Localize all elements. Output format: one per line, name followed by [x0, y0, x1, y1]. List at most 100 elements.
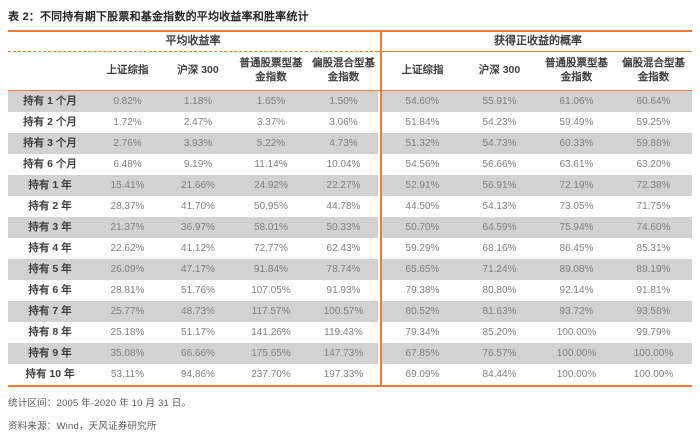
row-period-label: 持有 1 个月 — [8, 91, 92, 112]
avg-return-value: 72.77% — [254, 243, 288, 254]
avg-return-value: 50.33% — [309, 217, 378, 238]
table-row: 持有 2 年 28.37% 41.70% 50.95% 44.78% 44.50% 54.1… — [8, 196, 692, 217]
group-divider — [378, 112, 384, 133]
avg-return-value: 47.17% — [163, 259, 233, 280]
win-rate-value: 91.81% — [636, 285, 671, 296]
avg-return-value: 50.95% — [254, 201, 288, 212]
group-divider — [378, 217, 384, 238]
avg-return-value: 10.04% — [326, 159, 361, 170]
win-rate-value: 55.91% — [461, 91, 538, 112]
avg-return-value: 51.17% — [181, 327, 215, 338]
win-rate-value: 52.91% — [384, 175, 461, 196]
win-rate-value: 69.09% — [405, 369, 440, 380]
group-divider — [378, 196, 384, 217]
row-period-label: 持有 3 个月 — [8, 133, 92, 154]
win-rate-value: 54.73% — [461, 133, 538, 154]
win-rate-value: 71.75% — [636, 201, 671, 212]
win-rate-value: 81.63% — [461, 301, 538, 322]
avg-return-value: 3.06% — [329, 117, 358, 128]
avg-return-value: 1.65% — [233, 91, 309, 112]
avg-return-value: 48.73% — [163, 301, 233, 322]
column-header-blank — [8, 52, 92, 90]
table-row: 持有 5 年 26.09% 47.17% 91.84% 78.74% 65.65% 71.2… — [8, 259, 692, 280]
table-row: 持有 2 个月 1.72% 2.47% 3.37% 3.06% 51.84% 54.23% 5… — [8, 112, 692, 133]
win-rate-value: 68.16% — [482, 243, 517, 254]
avg-return-value: 2.76% — [92, 133, 163, 154]
row-period-label: 持有 4 年 — [28, 242, 72, 254]
footnote-statistics-period: 统计区间：2005 年-2020 年 10 月 31 日。 — [8, 398, 192, 409]
win-rate-value: 72.19% — [538, 175, 615, 196]
avg-return-value: 5.22% — [233, 133, 309, 154]
win-rate-value: 71.24% — [461, 259, 538, 280]
avg-return-value: 44.78% — [326, 201, 361, 212]
win-rate-value: 100.00% — [615, 343, 692, 364]
group-header-average-return: 平均收益率 — [8, 32, 378, 52]
avg-return-value: 9.19% — [183, 159, 213, 170]
win-rate-value: 51.32% — [384, 133, 461, 154]
column-header-csi300: 沪深 300 — [177, 64, 219, 77]
avg-return-value: 21.37% — [92, 217, 163, 238]
avg-return-value: 107.05% — [251, 285, 291, 296]
table-row: 持有 3 个月 2.76% 3.93% 5.22% 4.73% 51.32% 54.73% 6… — [8, 133, 692, 154]
avg-return-value: 119.43% — [324, 327, 363, 338]
win-rate-value: 61.06% — [538, 91, 615, 112]
group-divider — [378, 259, 384, 280]
row-period-label: 持有 5 年 — [8, 259, 92, 280]
footnote-data-source: 资料来源：Wind，天风证券研究所 — [8, 421, 157, 432]
avg-return-value: 1.50% — [309, 91, 378, 112]
avg-return-value: 66.66% — [163, 343, 233, 364]
win-rate-value: 100.00% — [538, 343, 615, 364]
group-divider — [378, 32, 384, 52]
avg-return-value: 22.62% — [110, 243, 145, 254]
avg-return-value: 26.09% — [92, 259, 163, 280]
row-period-label: 持有 2 个月 — [23, 116, 77, 128]
group-divider — [378, 175, 384, 196]
avg-return-value: 4.73% — [309, 133, 378, 154]
win-rate-value: 59.25% — [636, 117, 671, 128]
avg-return-value: 175.65% — [233, 343, 309, 364]
win-rate-value: 54.56% — [405, 159, 440, 170]
win-rate-value: 80.52% — [384, 301, 461, 322]
win-rate-value: 54.23% — [482, 117, 517, 128]
win-rate-value: 73.05% — [559, 201, 594, 212]
avg-return-value: 25.77% — [92, 301, 163, 322]
win-rate-value: 80.80% — [482, 285, 517, 296]
win-rate-value: 99.79% — [636, 327, 671, 338]
group-divider — [378, 52, 384, 90]
column-header-equity-fund-index: 普通股票型基金指数 — [545, 57, 608, 83]
avg-return-value: 91.93% — [326, 285, 361, 296]
win-rate-value: 79.38% — [405, 285, 440, 296]
avg-return-value: 62.43% — [326, 243, 361, 254]
avg-return-value: 141.26% — [251, 327, 291, 338]
group-divider — [378, 364, 384, 385]
avg-return-value: 3.93% — [163, 133, 233, 154]
win-rate-value: 56.66% — [482, 159, 517, 170]
win-rate-value: 64.59% — [461, 217, 538, 238]
group-divider — [378, 154, 384, 175]
table-row: 持有 6 个月 6.48% 9.19% 11.14% 10.04% 54.56% 56.66… — [8, 154, 692, 175]
win-rate-value: 84.44% — [482, 369, 517, 380]
table-row: 持有 8 年 25.18% 51.17% 141.26% 119.43% 79.34% 85… — [8, 322, 692, 343]
win-rate-value: 63.61% — [559, 159, 594, 170]
avg-return-value: 0.82% — [92, 91, 163, 112]
win-rate-value: 63.20% — [636, 159, 671, 170]
avg-return-value: 28.81% — [110, 285, 145, 296]
row-period-label: 持有 1 年 — [8, 175, 92, 196]
avg-return-value: 11.14% — [254, 159, 288, 170]
row-period-label: 持有 2 年 — [28, 200, 72, 212]
avg-return-value: 6.48% — [113, 159, 142, 170]
win-rate-value: 79.34% — [405, 327, 440, 338]
column-header-csi300: 沪深 300 — [478, 64, 521, 77]
win-rate-value: 65.65% — [384, 259, 461, 280]
win-rate-value: 75.94% — [538, 217, 615, 238]
avg-return-value: 41.12% — [181, 243, 215, 254]
win-rate-value: 100.00% — [633, 369, 674, 380]
avg-return-value: 100.57% — [309, 301, 378, 322]
group-divider — [378, 91, 384, 112]
group-divider — [378, 280, 384, 301]
avg-return-value: 117.57% — [233, 301, 309, 322]
table-row: 持有 7 年 25.77% 48.73% 117.57% 100.57% 80.52% 81… — [8, 301, 692, 322]
win-rate-value: 67.85% — [384, 343, 461, 364]
avg-return-value: 53.11% — [110, 369, 145, 380]
